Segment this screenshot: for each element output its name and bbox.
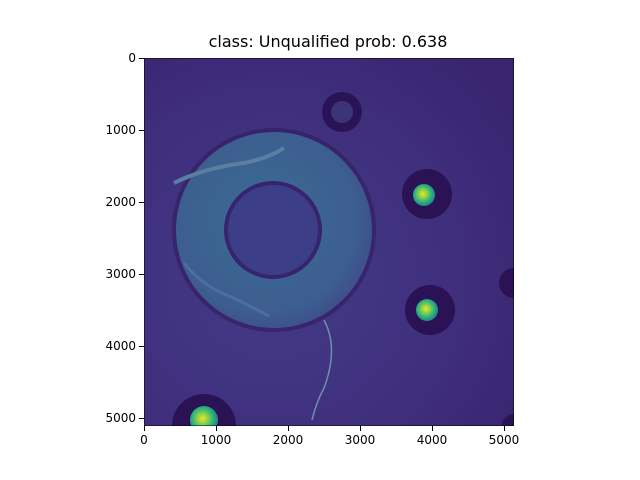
figure-title: class: Unqualified prob: 0.638 — [208, 32, 448, 51]
x-tick-label: 3000 — [344, 433, 376, 447]
image-plot — [143, 57, 529, 458]
y-tick-label: 0 — [128, 51, 136, 65]
y-tick-label: 4000 — [105, 339, 136, 353]
y-tick-label: 3000 — [105, 267, 136, 281]
x-tick-label: 5000 — [488, 433, 520, 447]
y-tick-label: 1000 — [105, 123, 136, 137]
x-tick-label: 0 — [140, 433, 148, 447]
microscope-image — [143, 57, 529, 458]
x-tick-label: 4000 — [416, 433, 448, 447]
y-tick-label: 5000 — [105, 411, 136, 425]
x-tick-label: 2000 — [272, 433, 304, 447]
y-tick-label: 2000 — [105, 195, 136, 209]
x-tick-label: 1000 — [200, 433, 232, 447]
